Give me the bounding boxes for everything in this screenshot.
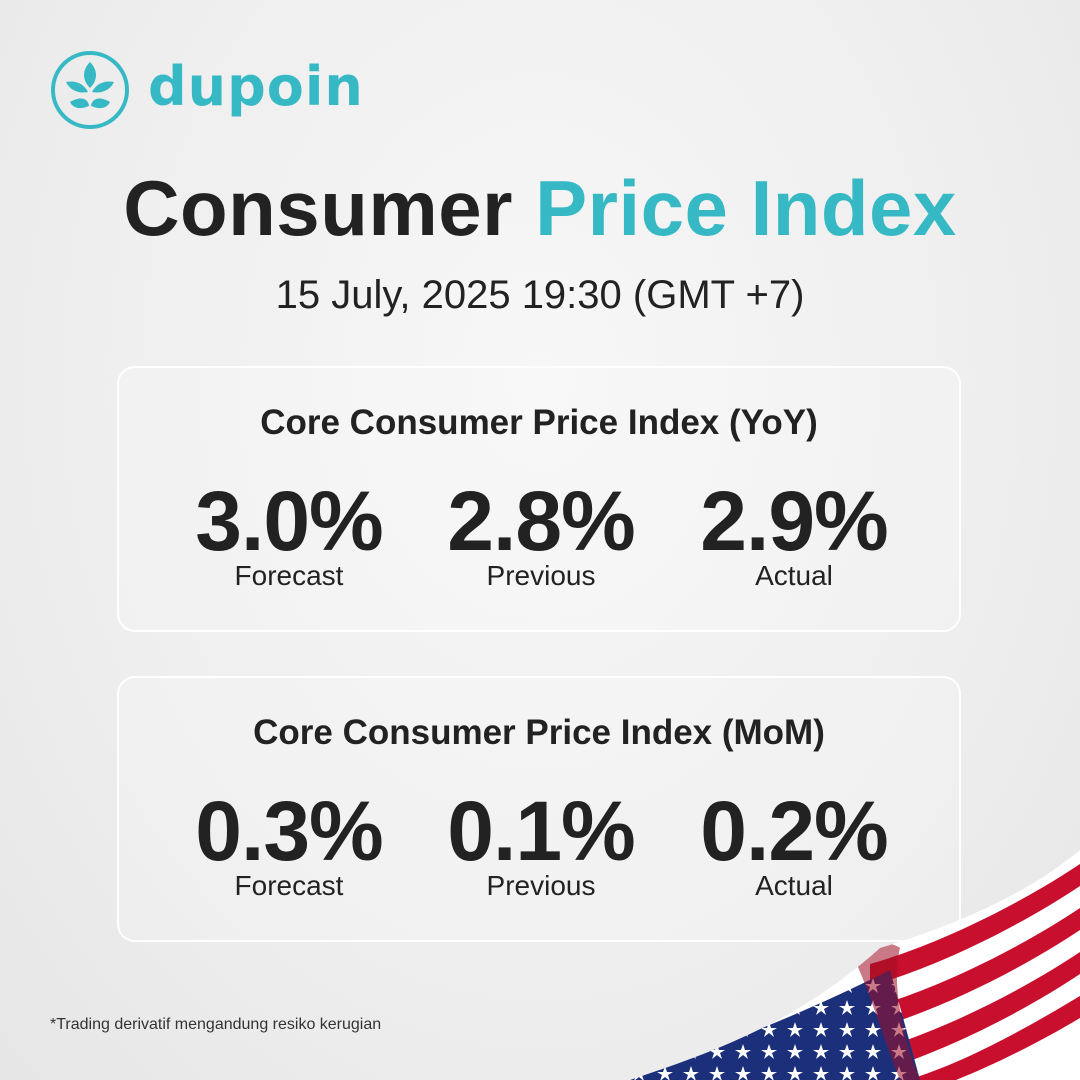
metric-value: 0.2% xyxy=(700,784,888,878)
actual-metric: 0.2% Actual xyxy=(674,786,914,902)
risk-disclaimer: *Trading derivatif mengandung resiko ker… xyxy=(50,1016,382,1033)
lotus-icon xyxy=(51,51,129,129)
card-title: Core Consumer Price Index (MoM) xyxy=(253,713,825,752)
metric-label: Actual xyxy=(755,870,833,901)
card-title: Core Consumer Price Index (YoY) xyxy=(260,403,818,442)
metric-label: Forecast xyxy=(234,560,344,591)
metric-label: Previous xyxy=(486,560,596,591)
metric-value: 2.9% xyxy=(700,474,888,568)
forecast-metric: 0.3% Forecast xyxy=(169,786,409,902)
metric-label: Previous xyxy=(486,870,596,901)
metric-value: 0.3% xyxy=(195,784,383,878)
yoy-card: Core Consumer Price Index (YoY) 3.0% For… xyxy=(117,366,961,632)
us-flag-icon xyxy=(630,850,1080,1080)
page-title: Consumer Price Index xyxy=(0,160,1080,256)
brand-logo: dupoin xyxy=(48,48,364,132)
title-part1: Consumer xyxy=(123,164,513,252)
brand-name: dupoin xyxy=(148,55,364,118)
metric-label: Actual xyxy=(755,560,833,591)
actual-metric: 2.9% Actual xyxy=(674,476,914,592)
metric-value: 2.8% xyxy=(447,474,635,568)
metric-value: 0.1% xyxy=(447,784,635,878)
forecast-metric: 3.0% Forecast xyxy=(169,476,409,592)
metric-label: Forecast xyxy=(234,870,344,901)
title-part2: Price Index xyxy=(535,164,957,252)
metric-value: 3.0% xyxy=(195,474,383,568)
mom-card: Core Consumer Price Index (MoM) 0.3% For… xyxy=(117,676,961,942)
previous-metric: 2.8% Previous xyxy=(421,476,661,592)
previous-metric: 0.1% Previous xyxy=(421,786,661,902)
release-datetime: 15 July, 2025 19:30 (GMT +7) xyxy=(275,273,805,317)
